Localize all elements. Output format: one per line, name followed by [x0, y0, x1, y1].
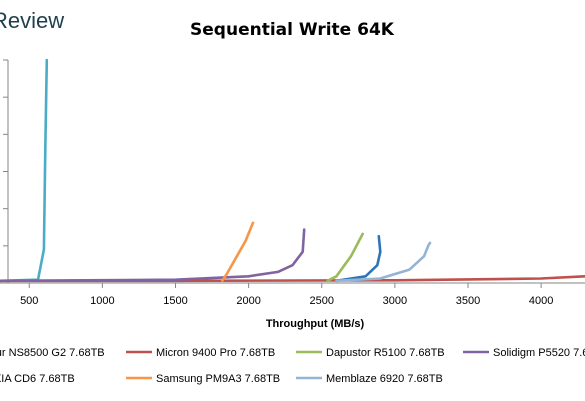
legend-label: Solidigm P5520 7.68TB: [493, 347, 585, 359]
series-line: [221, 221, 255, 283]
series-line: [335, 234, 382, 283]
x-tick-label: 500: [20, 295, 38, 307]
legend-label: Dapustor R5100 7.68TB: [326, 347, 445, 359]
chart-title: Sequential Write 64K: [190, 20, 395, 40]
x-axis-title: Throughput (MB/s): [266, 318, 365, 330]
series-line: [335, 241, 432, 283]
x-tick-label: 4000: [529, 295, 553, 307]
series-line: [326, 232, 364, 283]
x-tick-label: 2000: [236, 295, 260, 307]
legend: Inspur NS8500 G2 7.68TB Micron 9400 Pro 7…: [0, 347, 585, 385]
series-line: [0, 228, 306, 283]
legend-label: KIOXIA CD6 7.68TB: [0, 373, 75, 385]
legend-label: Samsung PM9A3 7.68TB: [156, 373, 280, 385]
logo-text: Review: [0, 8, 64, 33]
x-tick-label: 1000: [90, 295, 114, 307]
legend-label: Memblaze 6920 7.68TB: [326, 373, 443, 385]
legend-label: Micron 9400 Pro 7.68TB: [156, 347, 275, 359]
x-axis-ticks: 500 1000 1500 2000 2500 3000 3500 4000: [20, 283, 553, 307]
legend-label: Inspur NS8500 G2 7.68TB: [0, 347, 105, 359]
series-line: [0, 58, 49, 283]
plot-area: [0, 58, 585, 284]
x-tick-label: 3000: [383, 295, 407, 307]
x-tick-label: 3500: [456, 295, 480, 307]
x-tick-label: 1500: [163, 295, 187, 307]
x-tick-label: 2500: [310, 295, 334, 307]
